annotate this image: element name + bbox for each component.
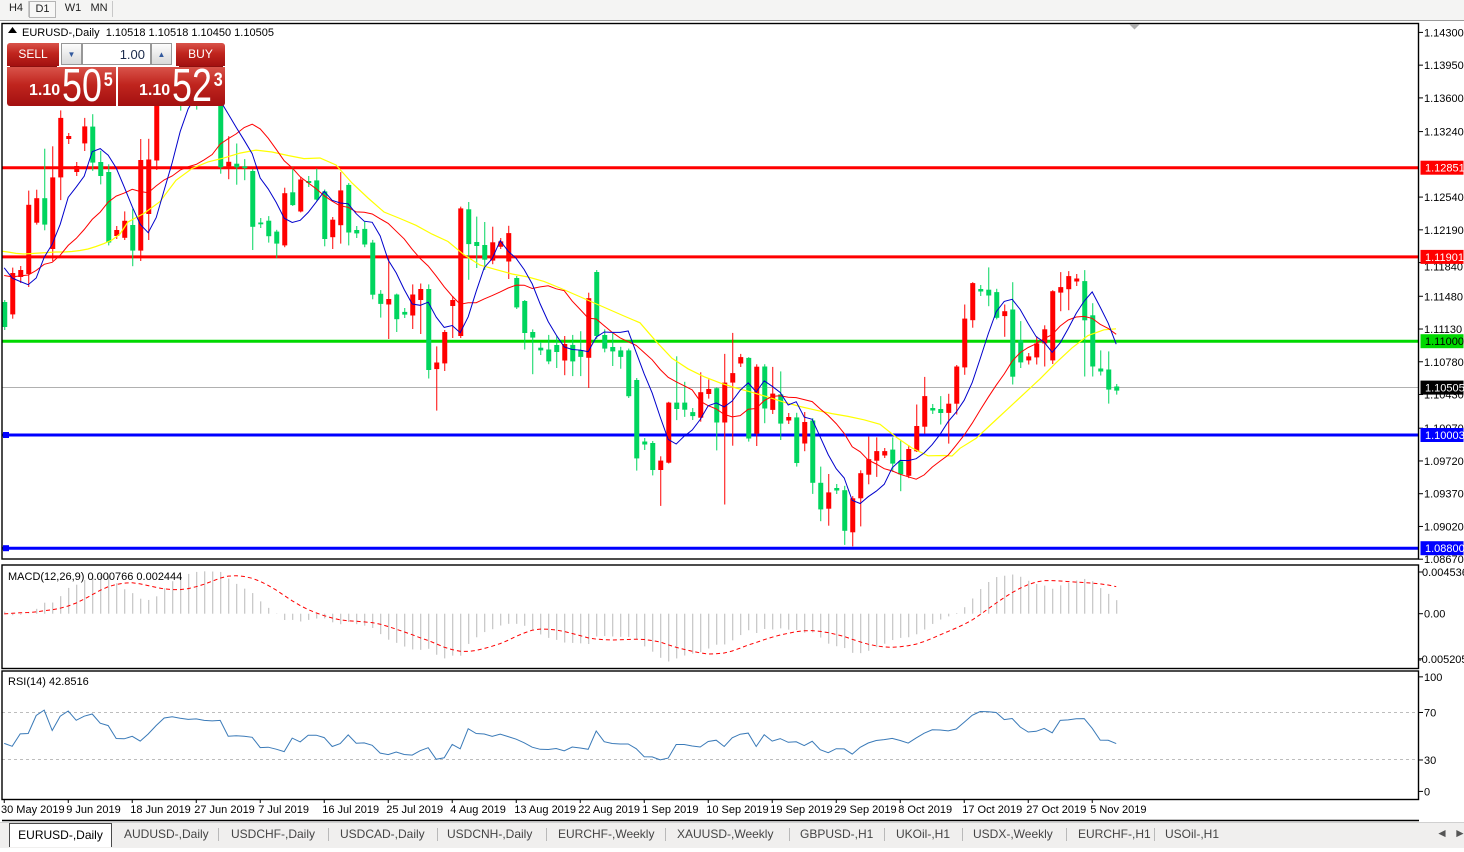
svg-text:1.11000: 1.11000 <box>1425 336 1464 348</box>
svg-text:16 Jul 2019: 16 Jul 2019 <box>322 804 379 816</box>
svg-text:1.09370: 1.09370 <box>1424 489 1464 501</box>
svg-text:1.10780: 1.10780 <box>1424 357 1464 369</box>
svg-text:5 Nov 2019: 5 Nov 2019 <box>1090 804 1146 816</box>
svg-text:1.10505: 1.10505 <box>1425 383 1464 395</box>
svg-text:19 Sep 2019: 19 Sep 2019 <box>770 804 832 816</box>
svg-text:1 Sep 2019: 1 Sep 2019 <box>642 804 698 816</box>
svg-text:13 Aug 2019: 13 Aug 2019 <box>514 804 576 816</box>
svg-text:7 Jul 2019: 7 Jul 2019 <box>258 804 309 816</box>
svg-text:1.10003: 1.10003 <box>1425 430 1464 442</box>
svg-text:RSI(14) 42.8516: RSI(14) 42.8516 <box>8 676 89 688</box>
svg-text:1.08670: 1.08670 <box>1424 554 1464 566</box>
svg-text:27 Oct 2019: 27 Oct 2019 <box>1026 804 1086 816</box>
svg-text:0: 0 <box>1424 786 1430 798</box>
svg-text:1.11130: 1.11130 <box>1424 324 1462 336</box>
svg-text:EURUSD-,Daily 1.10518 1.10518: EURUSD-,Daily 1.10518 1.10518 1.10450 1.… <box>22 27 274 39</box>
svg-text:10 Sep 2019: 10 Sep 2019 <box>706 804 768 816</box>
svg-text:18 Jun 2019: 18 Jun 2019 <box>130 804 191 816</box>
svg-text:30 May 2019: 30 May 2019 <box>1 804 65 816</box>
svg-text:1.11901: 1.11901 <box>1425 252 1464 264</box>
svg-text:4 Aug 2019: 4 Aug 2019 <box>450 804 506 816</box>
svg-text:1.13950: 1.13950 <box>1424 60 1464 72</box>
svg-text:1.09720: 1.09720 <box>1424 456 1464 468</box>
svg-text:1.08800: 1.08800 <box>1425 543 1464 555</box>
svg-text:100: 100 <box>1424 672 1442 684</box>
svg-text:25 Jul 2019: 25 Jul 2019 <box>386 804 443 816</box>
svg-text:29 Sep 2019: 29 Sep 2019 <box>834 804 896 816</box>
svg-text:22 Aug 2019: 22 Aug 2019 <box>578 804 640 816</box>
svg-text:1.13600: 1.13600 <box>1424 93 1464 105</box>
svg-text:1.12540: 1.12540 <box>1424 192 1464 204</box>
svg-text:8 Oct 2019: 8 Oct 2019 <box>898 804 952 816</box>
svg-text:1.09020: 1.09020 <box>1424 521 1464 533</box>
svg-text:0.004536: 0.004536 <box>1422 567 1464 579</box>
svg-text:1.12190: 1.12190 <box>1424 225 1464 237</box>
svg-text:1.11840: 1.11840 <box>1424 262 1463 274</box>
svg-text:27 Jun 2019: 27 Jun 2019 <box>194 804 255 816</box>
svg-text:1.12851: 1.12851 <box>1425 163 1464 175</box>
svg-text:30: 30 <box>1424 755 1436 767</box>
svg-text:0.00: 0.00 <box>1424 609 1445 621</box>
svg-text:1.14300: 1.14300 <box>1424 27 1464 39</box>
svg-text:9 Jun 2019: 9 Jun 2019 <box>66 804 120 816</box>
svg-text:1.13240: 1.13240 <box>1424 127 1464 139</box>
svg-text:17 Oct 2019: 17 Oct 2019 <box>962 804 1022 816</box>
svg-text:70: 70 <box>1424 707 1436 719</box>
svg-text:1.11480: 1.11480 <box>1424 291 1463 303</box>
svg-text:MACD(12,26,9) 0.000766 0.00244: MACD(12,26,9) 0.000766 0.002444 <box>8 571 182 583</box>
svg-text:-0.005205: -0.005205 <box>1418 654 1464 666</box>
